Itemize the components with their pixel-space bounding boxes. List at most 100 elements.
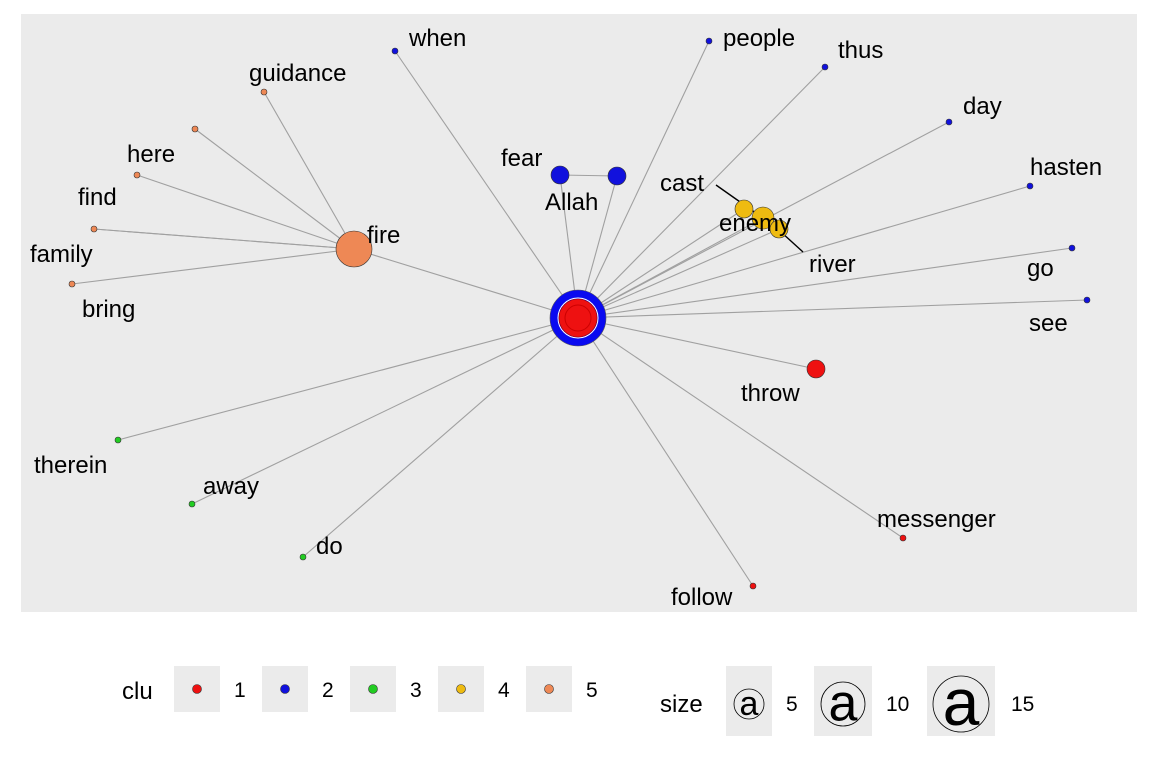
node-river <box>769 219 789 239</box>
node-cast <box>734 199 754 219</box>
legend-size-key-5 <box>726 666 772 736</box>
node-thus <box>821 63 829 71</box>
edge-center-enemy <box>577 217 764 319</box>
node-label-guidance: guidance <box>249 60 346 87</box>
legend-clu-dot-3 <box>368 684 378 694</box>
edge-fire-here <box>136 174 355 250</box>
legend-clu-label-5: 5 <box>586 679 598 702</box>
node-label-throw: throw <box>741 380 800 407</box>
node-label-away: away <box>203 473 259 500</box>
node-people <box>705 37 713 45</box>
node-away <box>188 500 196 508</box>
node-label-river: river <box>809 251 856 278</box>
edge-fire-bring <box>71 248 355 285</box>
legend-clu-label-3: 3 <box>410 679 422 702</box>
node-label-do: do <box>316 533 343 560</box>
edge-fear-Allah <box>559 174 618 177</box>
node-label-Allah: Allah <box>545 189 598 216</box>
edge-center-thus <box>577 66 826 319</box>
node-day <box>945 118 953 126</box>
legend-size-glyph-15: a <box>943 665 980 739</box>
node-see <box>1083 296 1091 304</box>
node-label-find: find <box>78 184 117 211</box>
node-label-see: see <box>1029 310 1068 337</box>
edge-center-away <box>191 317 579 505</box>
edge-fire-family <box>93 228 355 250</box>
legend-size-circle-15 <box>932 675 990 733</box>
edge-center-follow <box>577 317 754 587</box>
edge-center-fire <box>353 248 579 319</box>
legend-size-glyph-10: a <box>829 675 858 733</box>
legend-size-keys: a 5 a 10 a 15 <box>726 665 1034 739</box>
edge-center-when <box>394 50 579 319</box>
legend-clu-label-1: 1 <box>234 679 246 702</box>
legend-clu-dot-2 <box>280 684 290 694</box>
legend-size: size a 5 a 10 a 15 <box>660 665 1034 739</box>
node-bring <box>68 280 76 288</box>
edge-center-cast <box>577 208 745 319</box>
legend-size-glyph-5: a <box>740 685 759 723</box>
legend-size-label-15: 15 <box>1011 693 1034 716</box>
legend-clu-label-2: 2 <box>322 679 334 702</box>
node-label-hasten: hasten <box>1030 154 1102 181</box>
legend-size-key-15 <box>927 666 995 736</box>
node-unlabeled5 <box>191 125 199 133</box>
legend-clu-dot-5 <box>544 684 554 694</box>
node-when <box>391 47 399 55</box>
edge-fire-unlabeled5 <box>194 128 355 250</box>
legend-size-label-10: 10 <box>886 693 909 716</box>
node-label-here: here <box>127 141 175 168</box>
node-hasten <box>1026 182 1034 190</box>
legend-size-title: size <box>660 691 703 718</box>
edge-center-throw <box>577 317 817 370</box>
node-label-people: people <box>723 25 795 52</box>
node-label-therein: therein <box>34 452 107 479</box>
legend-size-key-10 <box>814 666 872 736</box>
node-label-go: go <box>1027 255 1054 282</box>
legend-clu-title: clu <box>122 678 153 705</box>
node-label-thus: thus <box>838 37 883 64</box>
node-hub-gap <box>557 297 599 339</box>
edge-center-river <box>577 228 780 319</box>
legend-size-label-5: 5 <box>786 693 798 716</box>
node-label-day: day <box>963 93 1002 120</box>
edge-center-people <box>577 40 710 319</box>
edge-center-hasten <box>577 185 1031 319</box>
node-label-family: family <box>30 241 93 268</box>
edge-center-messenger <box>577 317 904 539</box>
legend-clu-dot-4 <box>456 684 466 694</box>
node-fire <box>335 230 373 268</box>
node-go <box>1068 244 1076 252</box>
node-do <box>299 553 307 561</box>
node-hub-inner <box>564 304 592 332</box>
node-label-enemy: enemy <box>719 210 791 237</box>
edge-center-go <box>577 247 1073 319</box>
node-Allah <box>607 166 627 186</box>
legend-clu-dot-1 <box>192 684 202 694</box>
node-fear <box>550 165 570 185</box>
legend-size-circle-5 <box>733 688 765 720</box>
node-label-fear: fear <box>501 145 542 172</box>
legend-clu: clu 1 2 3 4 5 <box>122 666 598 712</box>
node-here <box>133 171 141 179</box>
node-guidance <box>260 88 268 96</box>
node-label-when: when <box>408 25 466 52</box>
edge-fire-guidance <box>263 91 355 250</box>
edge-center-do <box>302 317 579 558</box>
edge-center-see <box>577 299 1088 319</box>
node-label-follow: follow <box>671 584 733 611</box>
legend-clu-keys: 1 2 3 4 5 <box>174 666 598 712</box>
node-layer <box>68 37 1091 590</box>
node-enemy <box>751 206 775 230</box>
edge-center-therein <box>117 317 579 441</box>
node-throw <box>806 359 826 379</box>
node-label-fire: fire <box>367 222 400 249</box>
node-label-cast: cast <box>660 170 704 197</box>
node-label-messenger: messenger <box>877 506 996 533</box>
node-family <box>90 225 98 233</box>
node-label-bring: bring <box>82 296 135 323</box>
legend-size-circle-10 <box>820 681 866 727</box>
legend-clu-label-4: 4 <box>498 679 510 702</box>
